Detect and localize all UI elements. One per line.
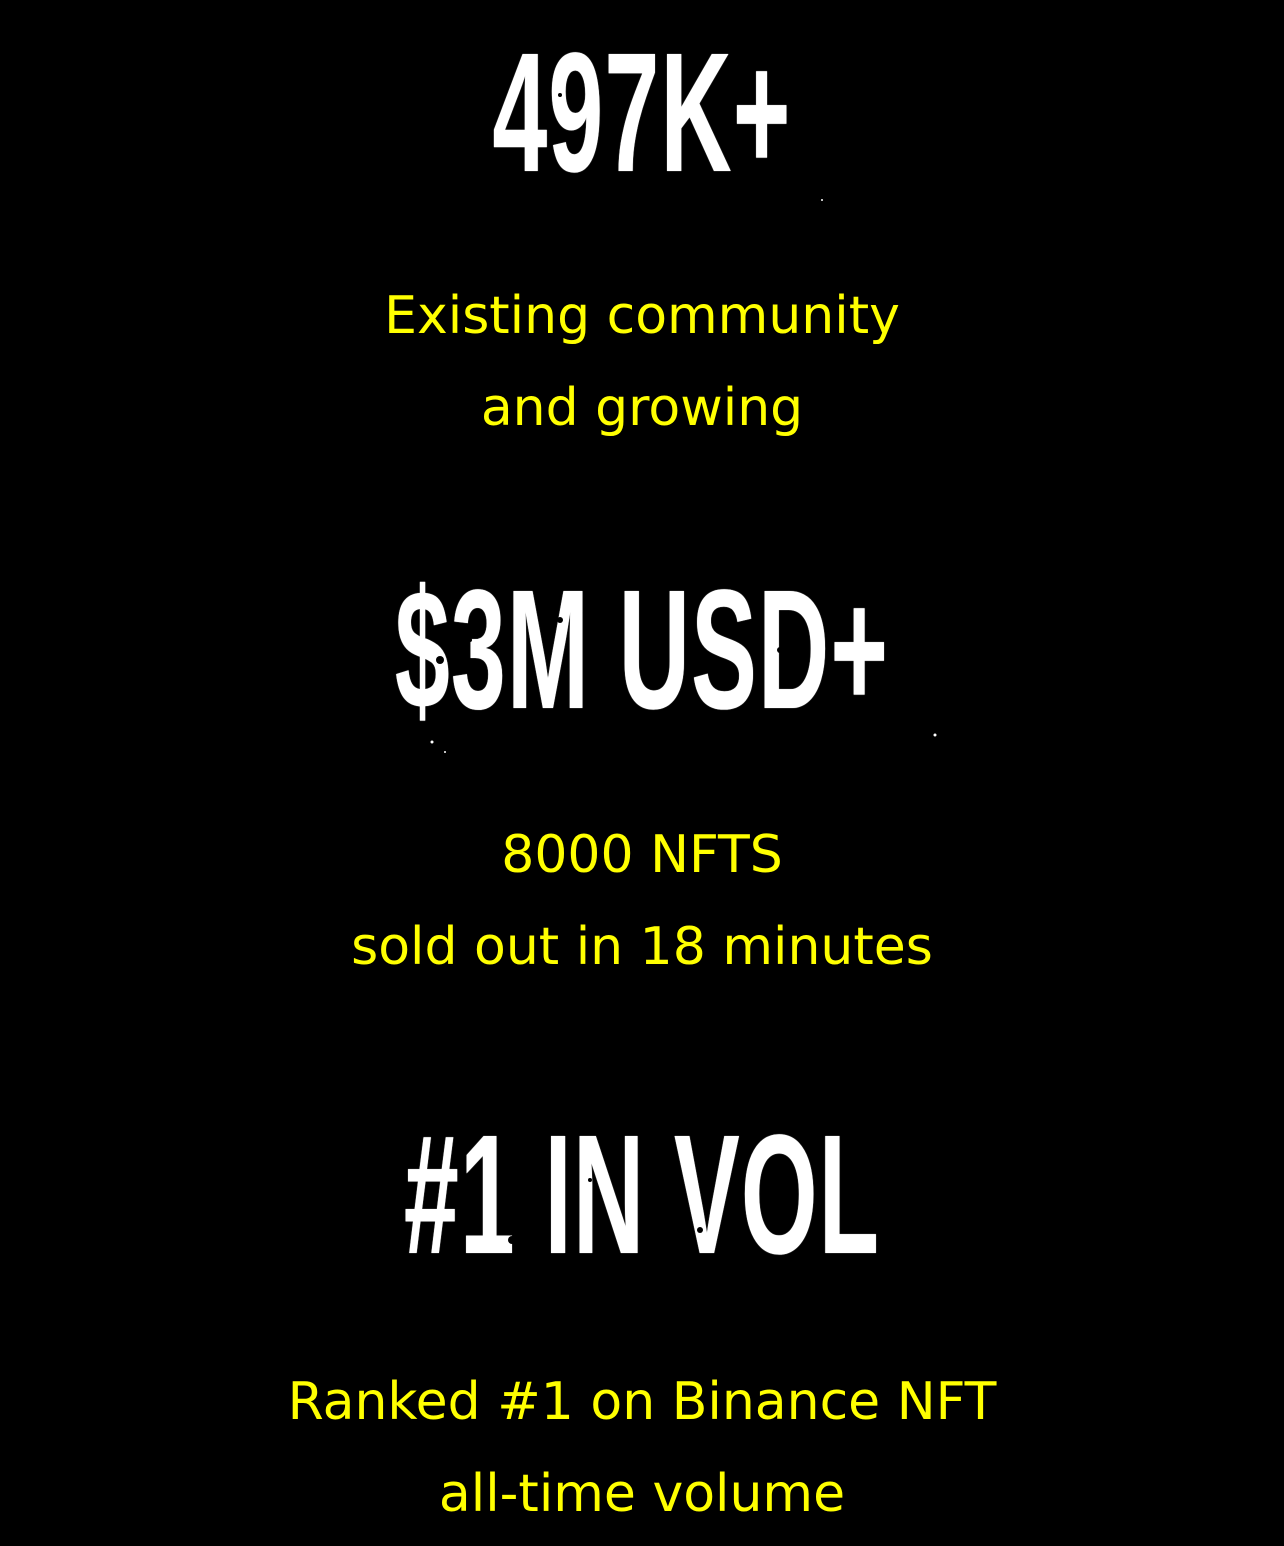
stat-headline: #1 IN VOL bbox=[403, 1100, 881, 1290]
stat-volume: #1 IN VOL Ranked #1 on Binance NFT all-t… bbox=[0, 1110, 1284, 1540]
stat-caption-line-2: sold out in 18 minutes bbox=[351, 917, 933, 977]
stat-caption-line-1: Existing community bbox=[384, 286, 900, 346]
stat-headline: 497K+ bbox=[492, 18, 792, 208]
stat-caption-line-2: all-time volume bbox=[438, 1464, 846, 1524]
stat-sales: $3M USD+ 8000 NFTS sold out in 18 minute… bbox=[0, 565, 1284, 993]
stat-community: 497K+ Existing community and growing bbox=[0, 28, 1284, 454]
stat-caption-line-2: and growing bbox=[480, 378, 804, 438]
stat-caption-line-1: Ranked #1 on Binance NFT bbox=[287, 1372, 997, 1432]
stat-headline: $3M USD+ bbox=[394, 555, 890, 745]
stat-caption-line-1: 8000 NFTS bbox=[501, 825, 783, 885]
